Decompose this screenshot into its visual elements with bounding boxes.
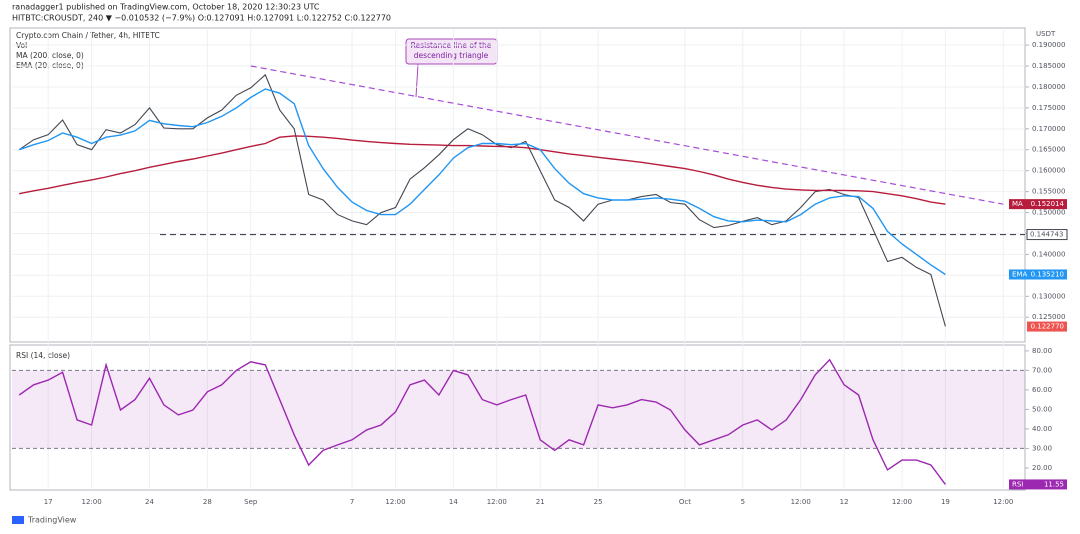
x-tick-label: 12:00 bbox=[791, 498, 811, 506]
y-tick-label: 0.180000 bbox=[1032, 83, 1065, 91]
x-tick-label: Oct bbox=[679, 498, 691, 506]
price-badge bbox=[1009, 269, 1067, 280]
badge-label: EMA bbox=[1012, 270, 1027, 278]
y-tick-label: 0.155000 bbox=[1032, 188, 1065, 196]
y-tick-label: 0.170000 bbox=[1032, 125, 1065, 133]
y-tick-label: 60.00 bbox=[1032, 386, 1052, 394]
y-tick-label: 50.00 bbox=[1032, 405, 1052, 413]
axis-unit: USDT bbox=[1036, 30, 1056, 38]
y-tick-label: 40.00 bbox=[1032, 425, 1052, 433]
x-tick-label: 12:00 bbox=[487, 498, 507, 506]
badge-label: RSI bbox=[1012, 480, 1023, 488]
badge-value: 0.135210 bbox=[1031, 270, 1064, 278]
legend-entry: RSI (14, close) bbox=[16, 351, 70, 360]
legend-entry: MA (200, close, 0) bbox=[16, 51, 84, 60]
y-tick-label: 0.125000 bbox=[1032, 313, 1065, 321]
publisher-line: ranadagger1 published on TradingView.com… bbox=[12, 3, 320, 12]
series-line bbox=[18, 88, 946, 276]
logo bbox=[12, 516, 24, 524]
quote-line: HITBTC:CROUSDT, 240 ▼ −0.010532 (−7.9%) … bbox=[12, 14, 391, 23]
y-tick-label: 20.00 bbox=[1032, 464, 1052, 472]
y-tick-label: 80.00 bbox=[1032, 347, 1052, 355]
y-tick-label: 30.00 bbox=[1032, 444, 1052, 452]
x-tick-label: 12:00 bbox=[993, 498, 1013, 506]
x-tick-label: 14 bbox=[449, 498, 458, 506]
badge-value: 0.152014 bbox=[1031, 200, 1065, 208]
y-tick-label: 0.175000 bbox=[1032, 104, 1065, 112]
badge-label: MA bbox=[1012, 200, 1023, 208]
x-tick-label: Sep bbox=[244, 498, 258, 506]
price-badge bbox=[1026, 229, 1068, 241]
trend-line bbox=[250, 65, 1004, 205]
price-badge bbox=[1009, 199, 1067, 210]
x-tick-label: 25 bbox=[594, 498, 603, 506]
series-line bbox=[18, 358, 946, 485]
series-line bbox=[19, 135, 946, 205]
x-tick-label: 12:00 bbox=[385, 498, 405, 506]
badge-value: 11.55 bbox=[1044, 480, 1064, 488]
legend-entry: Crypto.com Chain / Tether, 4h, HITBTC bbox=[16, 31, 160, 40]
y-tick-label: 0.185000 bbox=[1032, 62, 1065, 70]
x-tick-label: 19 bbox=[941, 498, 950, 506]
badge-value: 0.144743 bbox=[1030, 231, 1063, 239]
x-tick-label: 12:00 bbox=[892, 498, 912, 506]
annotation-text: descending triangle bbox=[414, 51, 489, 60]
x-tick-label: 5 bbox=[741, 498, 745, 506]
price-pane bbox=[9, 27, 1026, 343]
x-tick-label: 12 bbox=[840, 498, 849, 506]
x-tick-label: 12:00 bbox=[81, 498, 101, 506]
x-tick-label: 24 bbox=[145, 498, 154, 506]
y-tick-label: 0.130000 bbox=[1032, 292, 1065, 300]
x-tick-label: 17 bbox=[44, 498, 53, 506]
price-badge bbox=[1027, 321, 1067, 332]
series-line bbox=[18, 73, 946, 327]
legend-entry: EMA (20, close, 0) bbox=[16, 61, 84, 70]
rsi-pane bbox=[9, 344, 1026, 491]
y-tick-label: 0.150000 bbox=[1032, 209, 1065, 217]
y-tick-label: 0.165000 bbox=[1032, 146, 1065, 154]
x-tick-label: 28 bbox=[203, 498, 212, 506]
annotation-pointer bbox=[415, 63, 419, 98]
footer-brand: TradingView bbox=[27, 516, 77, 525]
x-tick-label: 21 bbox=[536, 498, 545, 506]
y-tick-label: 0.190000 bbox=[1032, 41, 1065, 49]
y-tick-label: 0.160000 bbox=[1032, 167, 1065, 175]
y-tick-label: 70.00 bbox=[1032, 366, 1052, 374]
y-tick-label: 0.140000 bbox=[1032, 250, 1065, 258]
rsi-band bbox=[12, 370, 1025, 449]
x-tick-label: 7 bbox=[350, 498, 354, 506]
price-badge bbox=[1009, 479, 1067, 490]
badge-value: 0.122770 bbox=[1031, 323, 1064, 331]
